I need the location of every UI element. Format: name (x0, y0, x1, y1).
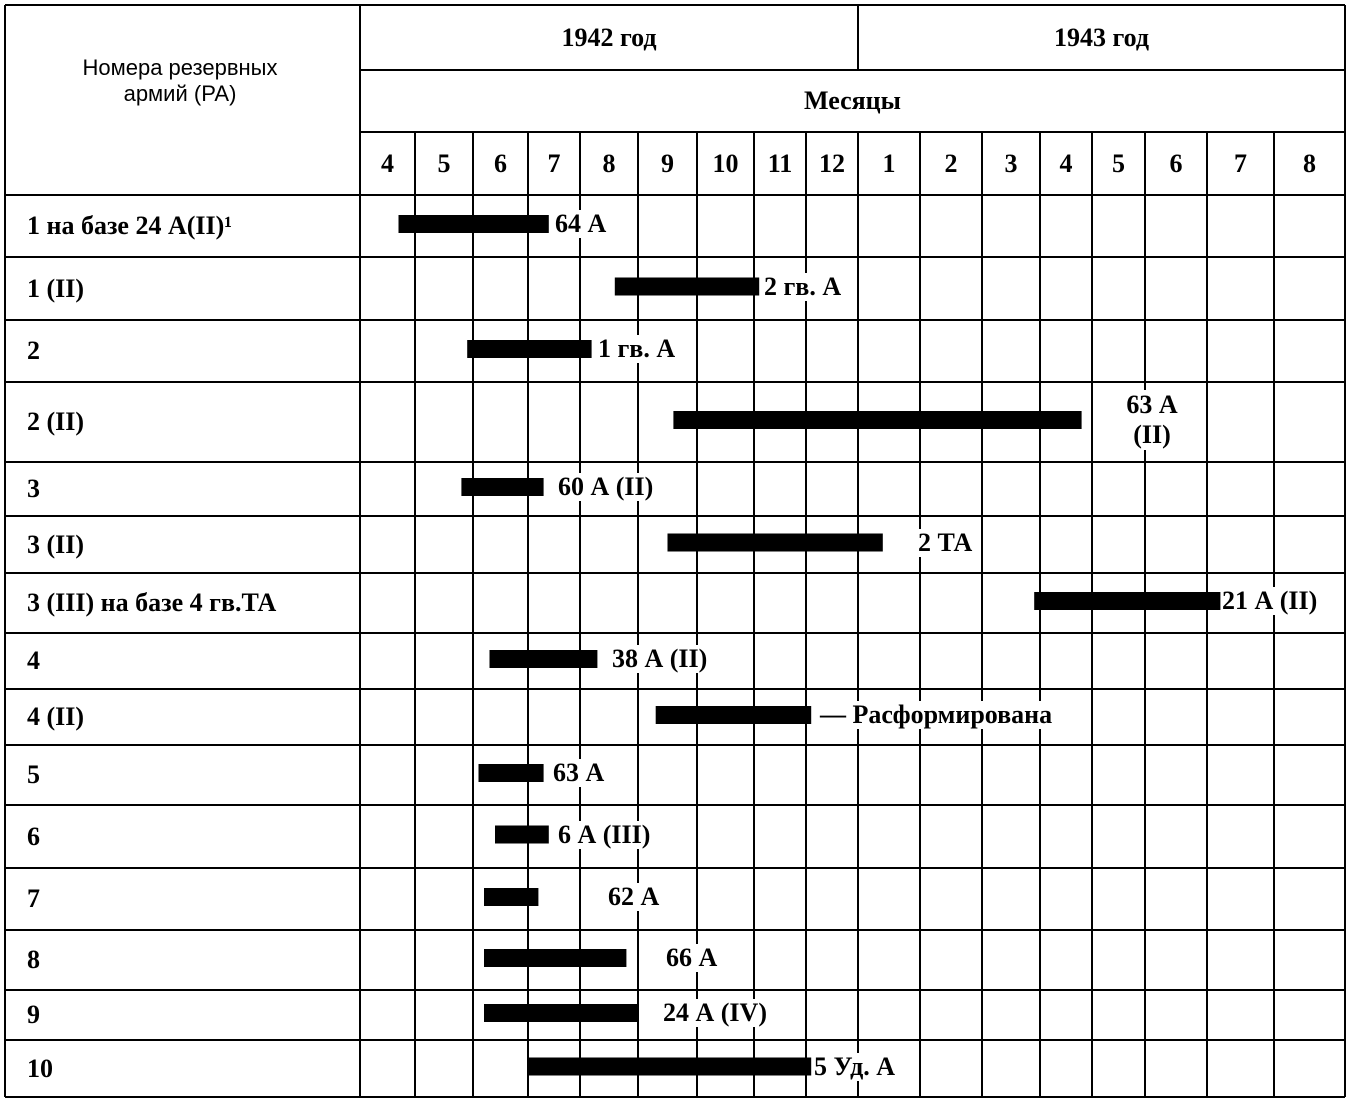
cell-text: 2 гв. А (764, 271, 842, 301)
bar (1034, 592, 1221, 610)
cell-text: 63 А (II) (1112, 390, 1192, 450)
bar (484, 888, 539, 906)
cell-text: 60 А (II) (558, 472, 654, 501)
bar (667, 533, 883, 552)
bar (614, 277, 760, 296)
cell-text: 6 А (III) (558, 819, 651, 849)
cell-text: 1 гв. А (598, 334, 676, 363)
cell-text: 62 А (608, 882, 660, 911)
cell-text: 1942 год (561, 22, 657, 52)
cell-text: — Расформирована (820, 700, 1053, 729)
cell-text: 8 (602, 148, 616, 178)
cell-text: Месяцы (804, 86, 901, 115)
cell-text: 2 ТА (918, 527, 973, 557)
bar (495, 825, 549, 844)
cell-text: 3 (II) (27, 529, 85, 559)
bar (484, 1004, 638, 1022)
cell-text: 10 (712, 148, 739, 178)
cell-text: 7 (27, 884, 40, 913)
bar (398, 215, 549, 233)
bar (655, 706, 812, 724)
cell-text: 4 (1059, 148, 1073, 178)
cell-text: 2 (27, 336, 40, 365)
cell-text: 3 (27, 474, 40, 503)
bar (461, 478, 544, 496)
cell-text: 5 (27, 760, 40, 789)
cell-text: 4 (II) (27, 702, 85, 731)
cell-text: 5 Уд. А (814, 1051, 896, 1081)
bar (467, 340, 592, 358)
cell-text: 3 (1004, 148, 1018, 178)
cell-text: 5 (437, 148, 451, 178)
cell-text: 8 (27, 945, 40, 974)
cell-text: 8 (1303, 148, 1316, 178)
cell-text: 21 А (II) (1222, 586, 1318, 615)
cell-text: 1 (882, 148, 896, 178)
cell-text: 4 (27, 646, 40, 675)
cell-text: 2 (II) (27, 407, 85, 436)
cell-text: 9 (27, 1000, 40, 1029)
cell-text: 6 (494, 148, 507, 178)
cell-text: 3 (III) на базе 4 гв.ТА (27, 588, 277, 617)
cell-text: Номера резервных армий (РА) (82, 55, 278, 106)
cell-text: 7 (1234, 148, 1247, 178)
cell-text: 9 (661, 148, 674, 178)
bar (673, 411, 1082, 429)
cell-text: 12 (819, 148, 845, 178)
bar (478, 764, 544, 782)
cell-text: 11 (767, 148, 793, 178)
cell-text: 24 А (IV) (663, 998, 767, 1027)
bar (489, 650, 598, 668)
cell-text: 66 А (666, 943, 718, 972)
cell-text: 6 (27, 821, 40, 851)
cell-text: 7 (547, 148, 561, 178)
cell-text: 64 А (555, 209, 607, 238)
cell-text: 2 (944, 148, 958, 178)
cell-text: 1943 год (1053, 22, 1150, 52)
bar (528, 1057, 812, 1076)
cell-text: 4 (381, 148, 394, 178)
cell-text: 6 (1169, 148, 1183, 178)
bar (484, 949, 627, 967)
cell-text: 38 А (II) (612, 644, 708, 673)
cell-text: 1 (II) (27, 273, 85, 303)
cell-text: 5 (1112, 148, 1125, 178)
cell-text: 1 на базе 24 А(II)¹ (27, 211, 233, 240)
cell-text: 63 А (553, 758, 605, 787)
cell-text: 10 (27, 1053, 53, 1083)
